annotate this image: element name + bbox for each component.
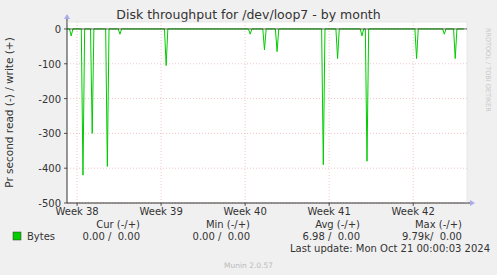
y-grid-line bbox=[67, 63, 467, 64]
x-grid-line bbox=[245, 22, 246, 203]
plot-right-edge bbox=[467, 22, 468, 203]
summary-value: 6.98 / 0.00 bbox=[303, 231, 360, 242]
x-axis-arrow bbox=[470, 200, 475, 206]
summary-header: Cur (-/+) bbox=[96, 219, 140, 230]
chart-svg: Disk throughput for /dev/loop7 - by mont… bbox=[0, 0, 497, 275]
legend-swatch bbox=[13, 232, 21, 240]
background bbox=[0, 0, 497, 275]
x-axis bbox=[67, 203, 471, 204]
summary-header: Max (-/+) bbox=[415, 219, 462, 230]
y-tick-label: -300 bbox=[38, 128, 61, 139]
plot-top-edge bbox=[67, 22, 467, 23]
x-tick-label: Week 40 bbox=[223, 206, 266, 217]
zero-line bbox=[67, 28, 467, 29]
legend-label: Bytes bbox=[27, 231, 55, 242]
data-group bbox=[67, 29, 464, 175]
x-grid-line bbox=[329, 22, 330, 203]
x-grid-line bbox=[77, 22, 78, 203]
y-axis-label: Pr second read (-) / write (+) bbox=[3, 37, 15, 188]
summary-value: 9.79k/ 0.00 bbox=[402, 231, 462, 242]
y-axis-arrow bbox=[64, 14, 70, 19]
y-axis bbox=[67, 18, 68, 203]
summary-header: Min (-/+) bbox=[206, 219, 250, 230]
credit: Munin 2.0.57 bbox=[224, 261, 273, 270]
y-grid-line bbox=[67, 98, 467, 99]
x-tick-label: Week 42 bbox=[392, 206, 435, 217]
watermark: RRDTOOL / TOBI OETIKER bbox=[484, 28, 492, 112]
y-grid-line bbox=[67, 168, 467, 169]
summary-header: Avg (-/+) bbox=[315, 219, 360, 230]
x-tick-label: Week 39 bbox=[139, 206, 182, 217]
summary-value: 0.00 / 0.00 bbox=[83, 231, 140, 242]
title: Disk throughput for /dev/loop7 - by mont… bbox=[116, 7, 380, 22]
y-tick-label: -400 bbox=[38, 163, 61, 174]
y-tick-label: 0 bbox=[55, 24, 61, 35]
x-grid-line bbox=[161, 22, 162, 203]
x-tick-label: Week 38 bbox=[55, 206, 98, 217]
series-line bbox=[67, 29, 464, 175]
y-tick-label: -200 bbox=[38, 94, 61, 105]
summary-value: 0.00 / 0.00 bbox=[193, 231, 250, 242]
x-tick-label: Week 41 bbox=[308, 206, 351, 217]
plot-area bbox=[67, 22, 467, 203]
x-grid-line bbox=[413, 22, 414, 203]
footer: Last update: Mon Oct 21 00:00:03 2024 bbox=[290, 243, 490, 254]
chart-container: Disk throughput for /dev/loop7 - by mont… bbox=[0, 0, 497, 275]
y-tick-label: -100 bbox=[38, 59, 61, 70]
y-grid-line bbox=[67, 133, 467, 134]
